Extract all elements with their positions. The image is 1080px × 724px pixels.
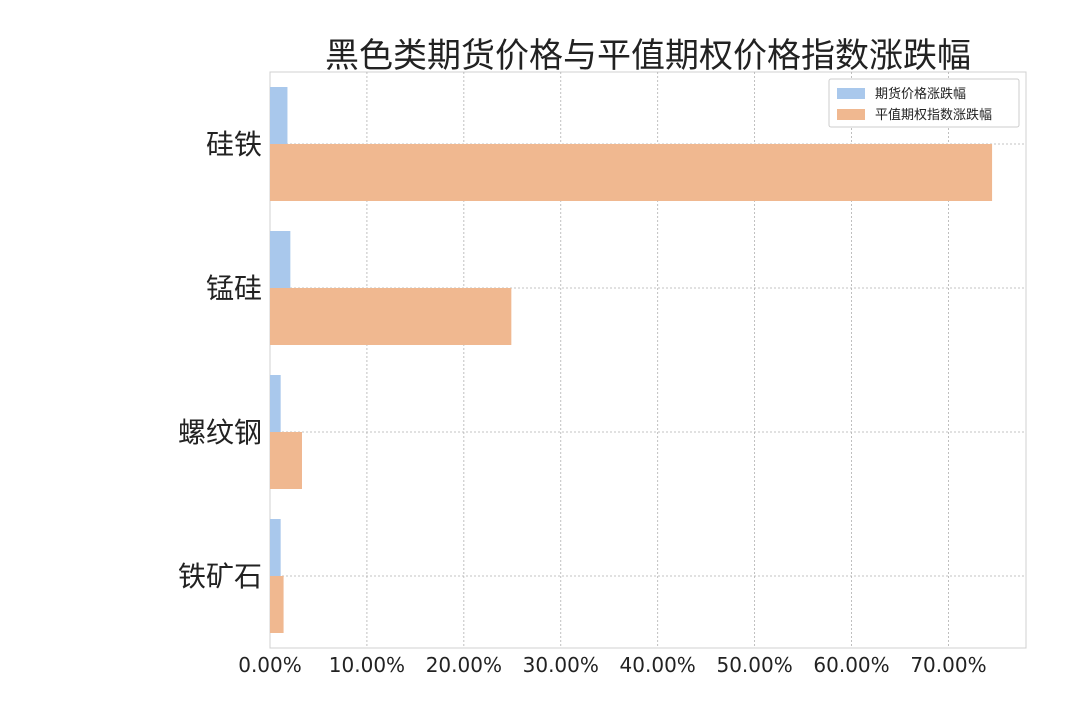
bar [270, 519, 281, 576]
x-tick-label: 30.00% [523, 653, 599, 677]
chart-title: 黑色类期货价格与平值期权价格指数涨跌幅 [325, 36, 971, 76]
bar [270, 288, 512, 345]
x-tick-label: 60.00% [813, 653, 889, 677]
x-tick-label: 0.00% [238, 653, 302, 677]
legend-label: 期货价格涨跌幅 [875, 86, 966, 102]
bar [270, 144, 993, 201]
x-tick-label: 20.00% [426, 653, 502, 677]
x-tick-label: 50.00% [716, 653, 792, 677]
y-tick-label: 铁矿石 [178, 560, 262, 593]
x-tick-label: 70.00% [910, 653, 986, 677]
x-tick-label: 10.00% [329, 653, 405, 677]
bar [270, 432, 302, 489]
y-tick-label: 锰硅 [206, 272, 262, 305]
legend-swatch [837, 88, 865, 99]
legend-label: 平值期权指数涨跌幅 [875, 107, 992, 123]
x-tick-label: 40.00% [620, 653, 696, 677]
legend-box [828, 78, 1020, 128]
bar [270, 87, 288, 144]
bar [270, 576, 284, 633]
y-tick-label: 螺纹钢 [178, 416, 262, 449]
plot-frame [269, 71, 1027, 649]
bar [270, 375, 281, 432]
legend-swatch [837, 109, 865, 120]
bar [270, 231, 291, 288]
y-tick-label: 硅铁 [206, 128, 262, 161]
